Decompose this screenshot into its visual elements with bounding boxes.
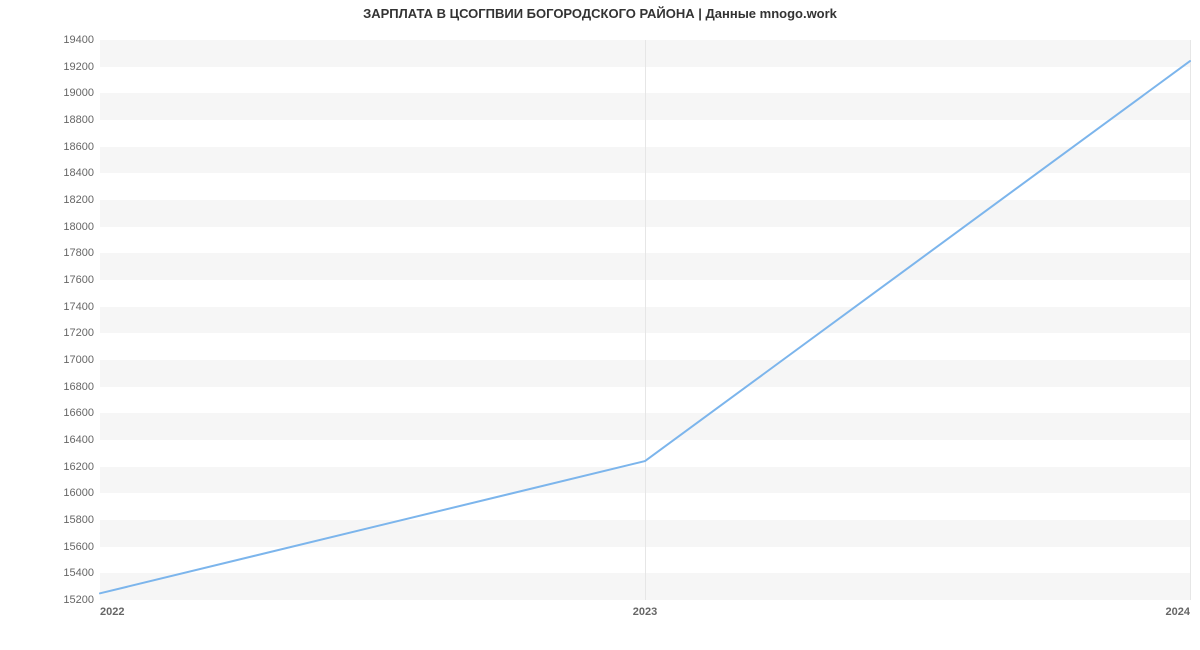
y-tick-label: 19000 — [63, 87, 94, 99]
y-tick-label: 18000 — [63, 221, 94, 233]
plot-area: 1520015400156001580016000162001640016600… — [100, 40, 1190, 600]
y-tick-label: 16200 — [63, 461, 94, 473]
y-tick-label: 16400 — [63, 434, 94, 446]
y-tick-label: 19400 — [63, 34, 94, 46]
y-tick-label: 17000 — [63, 354, 94, 366]
y-tick-label: 18200 — [63, 194, 94, 206]
x-tick-label: 2023 — [633, 606, 657, 618]
y-tick-label: 15800 — [63, 514, 94, 526]
y-tick-label: 16600 — [63, 407, 94, 419]
y-tick-label: 17600 — [63, 274, 94, 286]
salary-line-chart: ЗАРПЛАТА В ЦСОГПВИИ БОГОРОДСКОГО РАЙОНА … — [0, 0, 1200, 650]
x-tick-label: 2022 — [100, 606, 124, 618]
y-tick-label: 17200 — [63, 327, 94, 339]
y-tick-label: 17800 — [63, 247, 94, 259]
y-tick-label: 16000 — [63, 487, 94, 499]
x-gridline — [1190, 40, 1191, 600]
y-tick-label: 16800 — [63, 381, 94, 393]
chart-title: ЗАРПЛАТА В ЦСОГПВИИ БОГОРОДСКОГО РАЙОНА … — [0, 6, 1200, 21]
y-tick-label: 18600 — [63, 141, 94, 153]
series-line — [100, 40, 1190, 600]
y-tick-label: 15600 — [63, 541, 94, 553]
y-tick-label: 15200 — [63, 594, 94, 606]
series-path — [100, 61, 1190, 593]
y-tick-label: 15400 — [63, 567, 94, 579]
y-tick-label: 18800 — [63, 114, 94, 126]
y-tick-label: 17400 — [63, 301, 94, 313]
y-tick-label: 19200 — [63, 61, 94, 73]
y-tick-label: 18400 — [63, 167, 94, 179]
x-tick-label: 2024 — [1166, 606, 1190, 618]
